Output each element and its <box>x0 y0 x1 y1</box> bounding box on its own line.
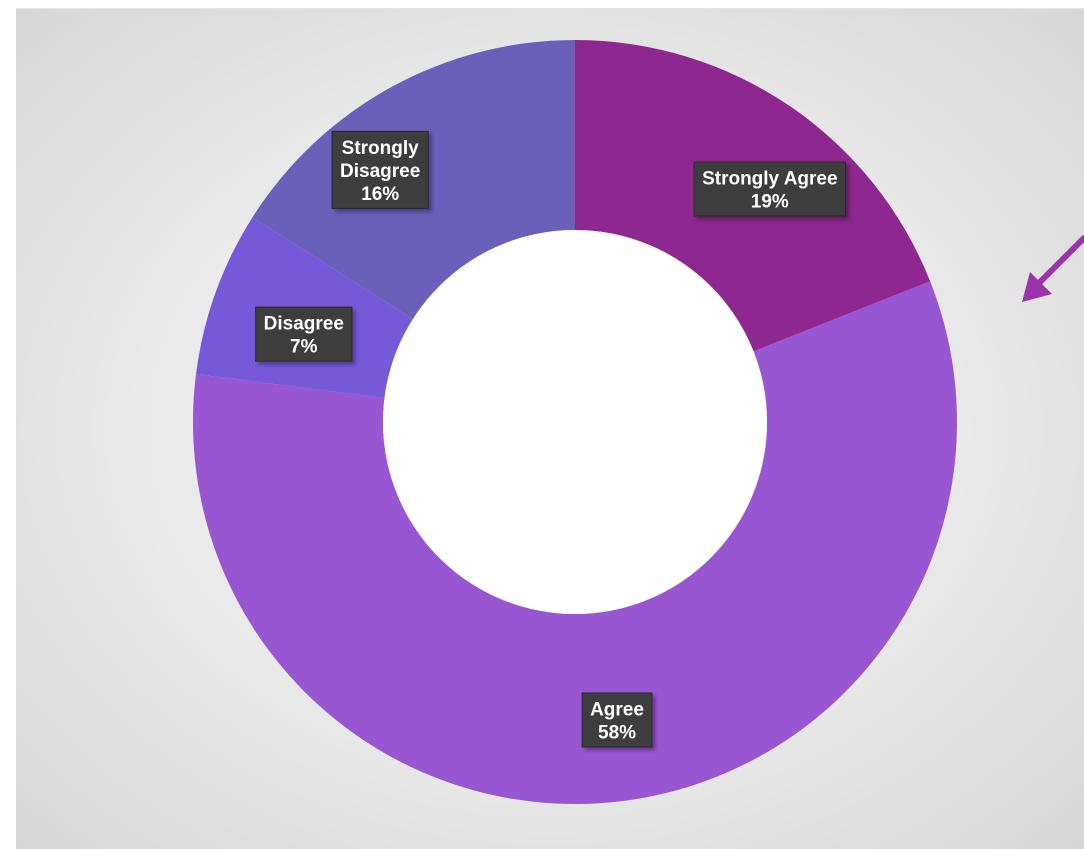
data-label-category: Agree <box>590 699 644 720</box>
data-label-category: Disagree <box>340 161 420 182</box>
data-label-category: Disagree <box>264 314 344 335</box>
data-label-category: Strongly <box>342 138 419 159</box>
data-label-value: 16% <box>361 184 399 205</box>
data-label-value: 7% <box>290 337 318 358</box>
data-label-category: Strongly Agree <box>702 168 838 189</box>
data-label-value: 19% <box>751 191 789 212</box>
arrow-down-left-icon <box>1022 235 1084 302</box>
doughnut-hole <box>383 230 767 614</box>
slice-agree <box>192 281 957 805</box>
data-labels: Strongly Agree19%Agree58%Disagree7%Stron… <box>255 130 847 748</box>
doughnut-slices <box>192 40 957 805</box>
data-label-value: 58% <box>598 722 636 743</box>
